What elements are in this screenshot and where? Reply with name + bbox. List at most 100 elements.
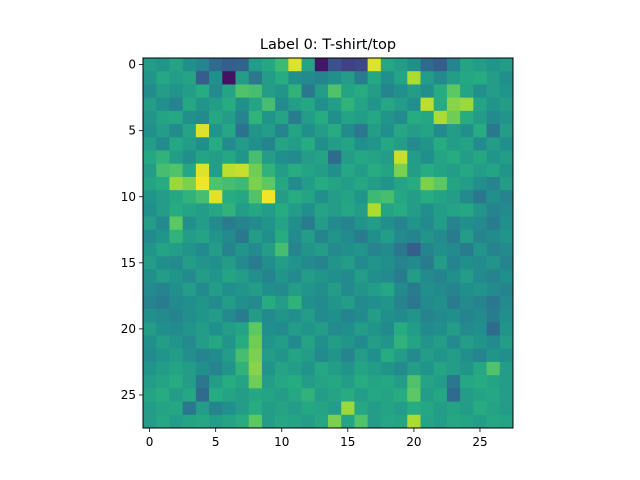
heatmap-cell [275,203,289,217]
heatmap-cell [169,309,183,323]
heatmap-cell [235,282,250,297]
y-axis: 0 5 10 15 20 25 [121,58,143,402]
heatmap-cell [407,71,421,85]
heatmap-cell [420,137,435,151]
heatmap-cell [301,176,316,191]
heatmap-cell [446,322,461,336]
heatmap-cell [301,269,316,283]
heatmap-cell [460,401,474,416]
heatmap-cell [235,163,250,178]
heatmap-cell [380,150,395,165]
heatmap-cell [248,229,263,244]
heatmap-cell [301,243,316,257]
heatmap-cell [195,375,210,389]
heatmap-cell [394,269,408,283]
heatmap-cell [143,150,157,165]
heatmap-cell [433,163,448,178]
heatmap-cell [499,322,514,336]
y-tick-label: 5 [128,124,136,138]
heatmap-cell [341,97,355,112]
heatmap-cell [460,203,474,217]
heatmap-cell [275,282,289,297]
heatmap-cell [433,269,448,283]
heatmap-cell [486,124,501,138]
heatmap-cell [209,256,223,270]
heatmap-cell [341,163,355,178]
heatmap-cell [341,243,355,257]
heatmap-cell [354,335,368,350]
heatmap-cell [222,414,236,429]
heatmap-cell [261,295,276,310]
heatmap-cell [394,229,408,244]
heatmap-cell [156,190,170,204]
heatmap-cell [182,322,197,336]
heatmap-cell [486,414,501,429]
heatmap-cell [261,335,276,350]
heatmap-cell [222,97,236,112]
heatmap-cell [354,203,368,217]
heatmap-cell [407,137,421,151]
heatmap-cell [235,256,250,270]
heatmap-cell [486,97,501,112]
heatmap-cell [473,401,487,416]
heatmap-cell [367,97,382,112]
heatmap-cell [156,163,170,178]
heatmap-cell [143,348,157,363]
heatmap-cell [169,256,183,270]
heatmap-cell [380,71,395,85]
heatmap-cell [341,229,355,244]
heatmap-cell [446,176,461,191]
heatmap-cell [380,190,395,204]
heatmap-cell [354,282,368,297]
heatmap-cell [380,97,395,112]
heatmap-cell [261,282,276,297]
heatmap-cell [314,388,329,402]
heatmap-cell [486,58,501,72]
heatmap-cell [341,348,355,363]
heatmap-cell [446,348,461,363]
heatmap-cell [354,97,368,112]
heatmap-cell [222,229,236,244]
heatmap-cell [499,388,514,402]
heatmap-cell [394,163,408,178]
heatmap-cell [195,269,210,283]
heatmap-cell [261,243,276,257]
heatmap-cell [248,361,263,376]
heatmap-cell [156,309,170,323]
heatmap-cell [288,256,302,270]
heatmap-cell [499,282,514,297]
heatmap-cell [328,203,342,217]
heatmap-cell [486,295,501,310]
heatmap-cell [407,84,421,98]
heatmap-cell [499,269,514,283]
heatmap-cell [354,348,368,363]
heatmap-cell [143,335,157,350]
heatmap-cell [486,256,501,270]
heatmap-cell [275,322,289,336]
heatmap-cell [407,124,421,138]
heatmap-cell [301,256,316,270]
heatmap-cell [195,401,210,416]
heatmap-cell [314,150,329,165]
heatmap-cell [209,150,223,165]
heatmap-cell [433,361,448,376]
heatmap-cell [222,335,236,350]
heatmap-cell [367,124,382,138]
heatmap-cell [433,110,448,125]
heatmap-cell [328,348,342,363]
heatmap-cell [354,124,368,138]
heatmap-cell [367,71,382,85]
heatmap-cell [156,97,170,112]
heatmap-cell [394,256,408,270]
heatmap-cell [209,124,223,138]
heatmap-cell [380,295,395,310]
heatmap-cell [169,361,183,376]
heatmap-cell [407,97,421,112]
heatmap-cell [486,348,501,363]
heatmap-cell [261,124,276,138]
heatmap-cell [288,401,302,416]
heatmap-cell [499,335,514,350]
heatmap-cell [314,163,329,178]
heatmap-cell [288,309,302,323]
heatmap-cell [195,335,210,350]
